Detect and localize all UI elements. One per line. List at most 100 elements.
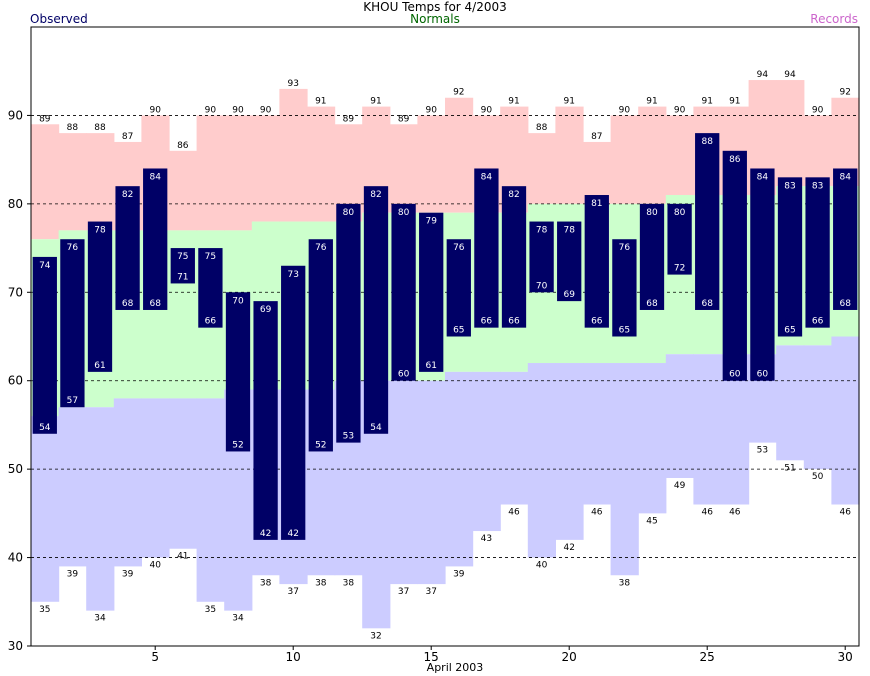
observed-bar xyxy=(474,168,499,328)
observed-high-label: 86 xyxy=(729,155,741,165)
observed-low-label: 42 xyxy=(260,529,271,539)
observed-high-label: 84 xyxy=(757,172,769,182)
record-low-band xyxy=(831,336,860,505)
observed-bar xyxy=(667,203,692,275)
observed-high-label: 80 xyxy=(343,208,355,218)
y-tick-label: 90 xyxy=(8,108,23,122)
observed-high-label: 69 xyxy=(260,305,272,315)
observed-high-label: 70 xyxy=(232,296,244,306)
record-high-band xyxy=(58,133,87,231)
observed-bar xyxy=(87,221,113,372)
record-high-band xyxy=(610,115,639,204)
record-high-label: 91 xyxy=(315,97,326,107)
record-high-label: 91 xyxy=(508,97,519,107)
record-high-band xyxy=(31,124,60,240)
record-low-label: 50 xyxy=(812,472,824,482)
record-high-band xyxy=(803,115,832,187)
record-low-label: 40 xyxy=(536,561,548,571)
observed-low-label: 54 xyxy=(39,423,51,433)
observed-low-label: 71 xyxy=(177,272,188,282)
record-high-label: 87 xyxy=(122,132,133,142)
record-high-label: 92 xyxy=(453,88,464,98)
observed-high-label: 82 xyxy=(122,190,133,200)
record-low-band xyxy=(31,416,60,602)
record-low-label: 46 xyxy=(839,508,851,518)
record-low-band xyxy=(86,407,115,611)
observed-low-label: 61 xyxy=(425,361,436,371)
observed-high-label: 76 xyxy=(619,243,631,253)
observed-high-label: 84 xyxy=(149,172,161,182)
record-high-label: 89 xyxy=(343,114,355,124)
observed-high-label: 79 xyxy=(425,217,437,227)
record-high-label: 90 xyxy=(619,105,631,115)
record-low-label: 51 xyxy=(784,463,795,473)
observed-high-label: 75 xyxy=(205,252,216,262)
observed-high-label: 78 xyxy=(94,226,106,236)
record-low-label: 49 xyxy=(674,481,686,491)
observed-high-label: 73 xyxy=(287,270,298,280)
record-low-label: 39 xyxy=(453,569,465,579)
observed-high-label: 74 xyxy=(39,261,51,271)
plot-frame xyxy=(30,26,860,647)
observed-low-label: 60 xyxy=(398,370,410,380)
record-high-band xyxy=(776,80,805,187)
y-tick-label: 50 xyxy=(8,462,23,476)
record-low-band xyxy=(169,398,198,549)
record-low-band xyxy=(555,363,584,540)
record-high-label: 90 xyxy=(260,105,272,115)
observed-low-label: 66 xyxy=(205,317,217,327)
observed-low-label: 42 xyxy=(287,529,298,539)
record-high-label: 90 xyxy=(149,105,161,115)
record-low-label: 46 xyxy=(591,508,603,518)
record-high-label: 88 xyxy=(67,123,79,133)
observed-high-label: 80 xyxy=(674,208,686,218)
record-low-band xyxy=(113,398,142,567)
record-low-band xyxy=(693,354,722,505)
record-high-label: 91 xyxy=(370,97,381,107)
record-high-band xyxy=(583,141,612,204)
record-high-label: 90 xyxy=(812,105,824,115)
record-low-label: 45 xyxy=(646,516,657,526)
observed-high-label: 82 xyxy=(370,190,381,200)
record-high-label: 87 xyxy=(591,132,602,142)
record-low-label: 39 xyxy=(122,569,134,579)
record-low-label: 35 xyxy=(39,605,50,615)
observed-high-label: 83 xyxy=(812,181,823,191)
record-high-band xyxy=(638,106,667,204)
x-tick-label: 20 xyxy=(562,650,577,664)
record-low-label: 41 xyxy=(177,552,188,562)
record-high-label: 89 xyxy=(39,114,51,124)
record-low-band xyxy=(141,398,170,558)
record-low-label: 32 xyxy=(370,631,381,641)
observed-low-label: 68 xyxy=(122,299,134,309)
record-high-label: 94 xyxy=(757,70,769,80)
observed-low-label: 60 xyxy=(757,370,769,380)
record-high-label: 91 xyxy=(729,97,740,107)
record-high-label: 91 xyxy=(563,97,574,107)
observed-low-label: 69 xyxy=(563,290,575,300)
x-tick-label: 10 xyxy=(286,650,301,664)
record-low-label: 43 xyxy=(481,534,492,544)
observed-bar xyxy=(584,195,609,328)
observed-high-label: 84 xyxy=(839,172,851,182)
observed-bar xyxy=(557,221,582,302)
record-low-band xyxy=(389,380,418,585)
record-low-label: 34 xyxy=(232,614,244,624)
record-high-label: 93 xyxy=(287,79,298,89)
observed-bar xyxy=(308,239,333,452)
observed-low-label: 68 xyxy=(149,299,161,309)
record-low-label: 39 xyxy=(67,569,79,579)
record-low-band xyxy=(58,407,87,567)
record-high-band xyxy=(527,133,556,204)
record-low-band xyxy=(665,354,694,478)
record-low-label: 38 xyxy=(260,578,272,588)
record-high-label: 88 xyxy=(94,123,106,133)
record-low-label: 38 xyxy=(619,578,631,588)
legend-records: Records xyxy=(810,12,858,26)
observed-low-label: 57 xyxy=(67,396,78,406)
record-high-label: 88 xyxy=(536,123,548,133)
observed-low-label: 72 xyxy=(674,264,685,274)
observed-bar xyxy=(115,186,140,310)
observed-bar xyxy=(391,203,416,381)
